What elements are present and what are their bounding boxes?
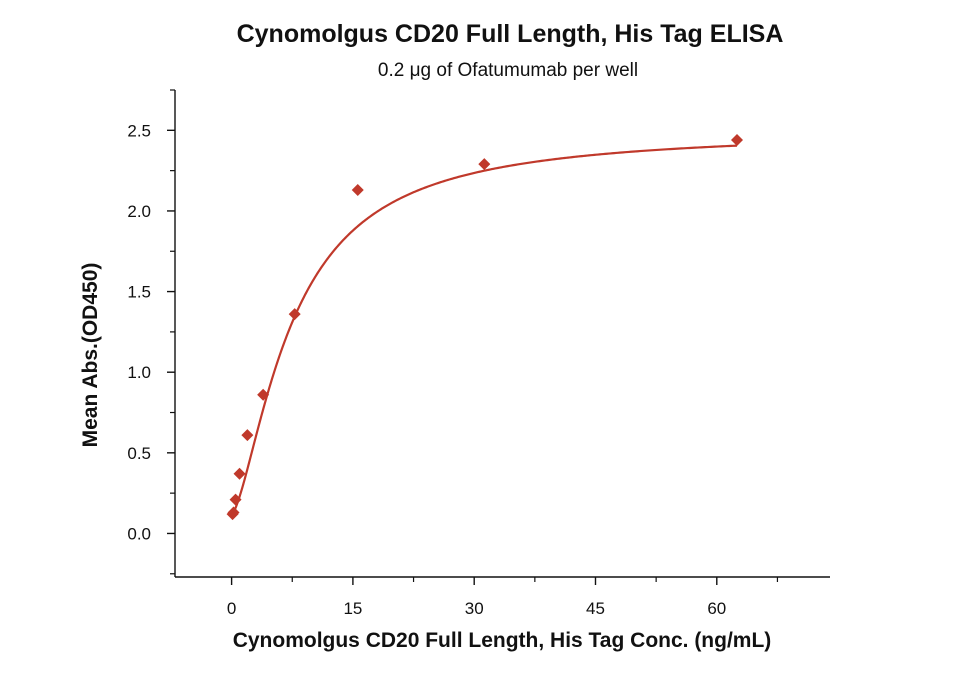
y-axis-ticks: 0.0 0.5 1.0 1.5 2.0 2.5: [127, 89, 175, 575]
x-tick-label: 60: [707, 599, 726, 618]
y-tick-label: 1.0: [127, 363, 151, 382]
data-point: [227, 506, 240, 519]
y-tick-label: 2.0: [127, 202, 151, 221]
data-point: [478, 158, 491, 171]
x-tick-label: 0: [227, 599, 236, 618]
fit-curve-layer: [231, 144, 738, 515]
data-point: [351, 183, 364, 196]
data-point: [241, 429, 254, 442]
y-tick-label: 0.5: [127, 444, 151, 463]
axes: [174, 90, 830, 578]
data-points-layer: [226, 133, 744, 521]
x-axis-ticks: 0 15 30 45 60: [227, 577, 779, 618]
y-tick-label: 1.5: [127, 283, 151, 302]
y-tick-label: 2.5: [127, 121, 151, 140]
data-point: [731, 133, 744, 146]
chart-title: Cynomolgus CD20 Full Length, His Tag ELI…: [237, 20, 784, 48]
data-point: [257, 388, 270, 401]
x-tick-label: 30: [465, 599, 484, 618]
chart-subtitle: 0.2 μg of Ofatumumab per well: [378, 60, 638, 81]
data-point: [233, 467, 246, 480]
fit-curve-line: [231, 144, 738, 515]
y-tick-label: 0.0: [127, 524, 151, 543]
y-axis-title: Mean Abs.(OD450): [79, 263, 102, 448]
x-axis-title: Cynomolgus CD20 Full Length, His Tag Con…: [233, 629, 772, 652]
data-point: [229, 493, 242, 506]
x-tick-label: 45: [586, 599, 605, 618]
data-point: [288, 308, 301, 321]
x-tick-label: 15: [343, 599, 362, 618]
